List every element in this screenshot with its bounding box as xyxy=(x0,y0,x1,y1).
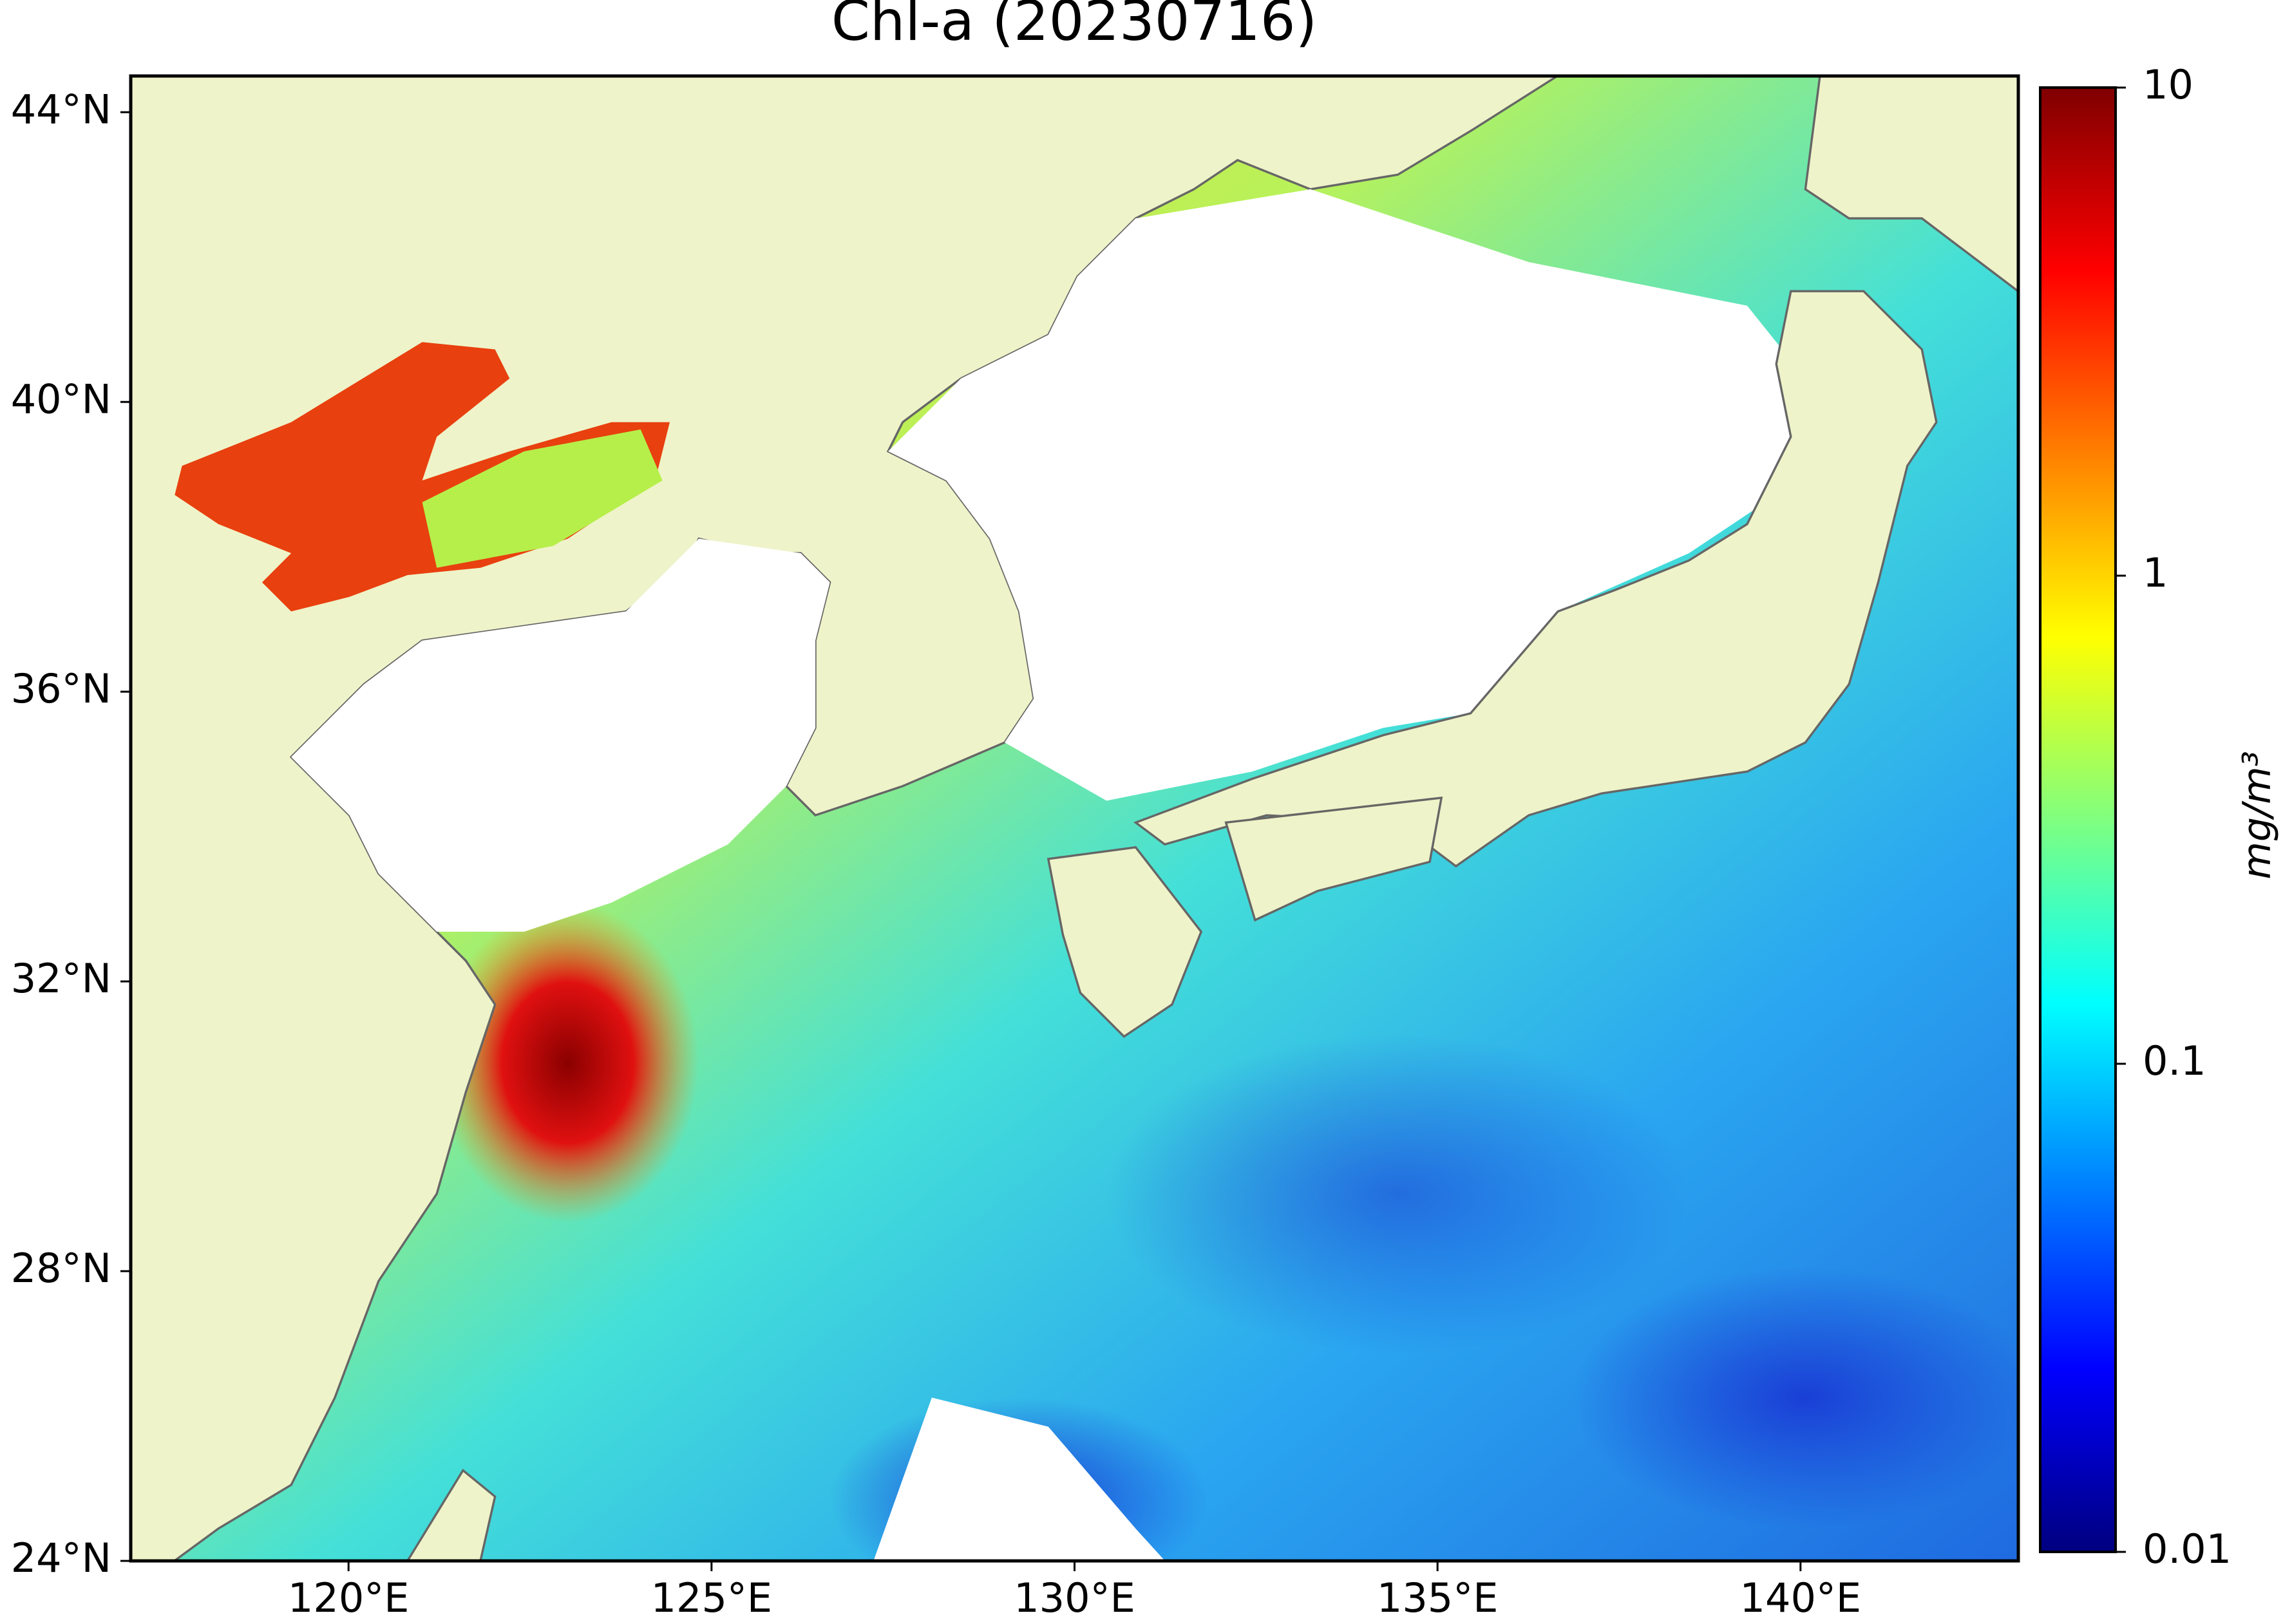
cloud xyxy=(873,1397,1165,1561)
land xyxy=(1047,845,1203,1038)
land xyxy=(1804,76,2018,293)
x-tick-label: 125°E xyxy=(651,1574,773,1621)
colorbar-tick-label: 0.1 xyxy=(2143,1037,2206,1084)
colorbar-label: mg/m³ xyxy=(2235,751,2280,879)
y-tick-label: 28°N xyxy=(11,1245,111,1292)
y-tick-label: 36°N xyxy=(11,665,111,712)
x-tick-label: 140°E xyxy=(1740,1574,1862,1621)
bohai-strait xyxy=(422,429,663,568)
cloud xyxy=(291,538,830,932)
y-tick-label: 40°N xyxy=(11,375,111,422)
colorbar xyxy=(2039,86,2117,1553)
map xyxy=(131,76,2018,1561)
cloud xyxy=(888,189,1806,801)
x-tick-label: 120°E xyxy=(288,1574,410,1621)
y-tick-label: 44°N xyxy=(11,86,111,133)
colorbar-tick-label: 10 xyxy=(2143,61,2193,108)
colorbar-tick-label: 0.01 xyxy=(2143,1525,2231,1572)
low-chl-area xyxy=(1572,1266,2018,1529)
y-tick-label: 24°N xyxy=(11,1534,111,1582)
land xyxy=(1224,796,1443,922)
x-tick-label: 135°E xyxy=(1377,1574,1499,1621)
colorbar-tick-label: 1 xyxy=(2143,549,2168,596)
high-chl-area xyxy=(437,902,699,1223)
x-tick-label: 130°E xyxy=(1014,1574,1135,1621)
low-chl-area xyxy=(1106,1034,1689,1354)
chart-title: Chl-a (20230716) xyxy=(831,0,1317,53)
y-tick-label: 32°N xyxy=(11,955,111,1002)
